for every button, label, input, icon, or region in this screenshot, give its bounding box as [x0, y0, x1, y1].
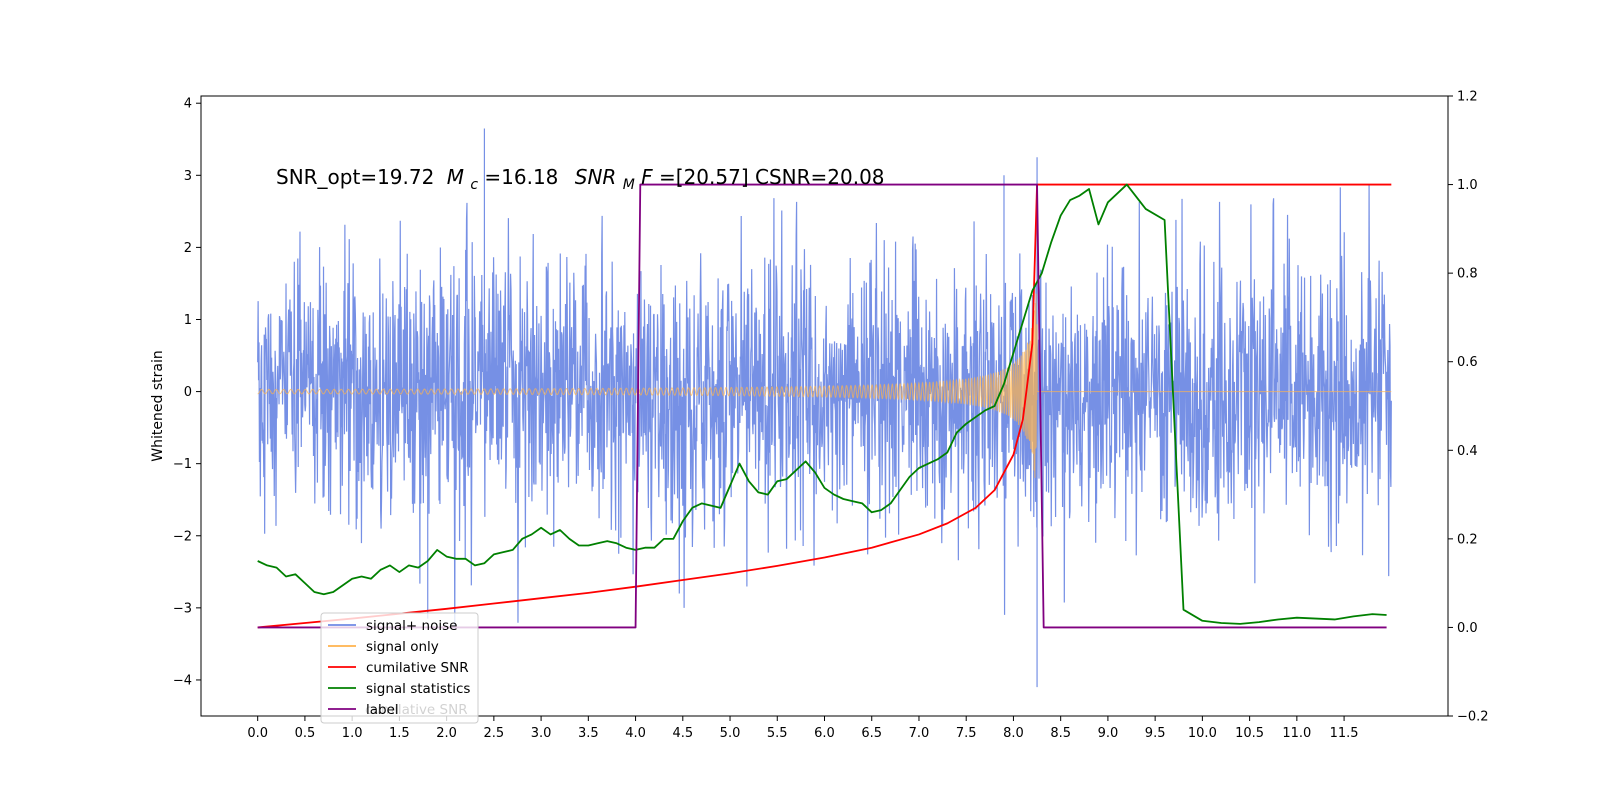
y-left-tick-label: −3 [173, 601, 192, 616]
x-tick-label: 9.5 [1145, 726, 1166, 741]
y-left-tick-label: −2 [173, 529, 192, 544]
y-right-tick-label: 0.2 [1457, 532, 1478, 547]
x-tick-label: 11.5 [1330, 726, 1359, 741]
title-snrmf-value: =[20.57] CSNR=20.08 [659, 165, 885, 189]
legend-overlap-text: cumilative SNR [365, 702, 468, 718]
x-tick-label: 1.0 [342, 726, 363, 741]
x-tick-label: 7.5 [956, 726, 977, 741]
x-tick-label: 1.5 [389, 726, 410, 741]
x-tick-label: 0.0 [247, 726, 268, 741]
y-left-tick-label: 2 [184, 241, 192, 256]
legend-entry-label: label [366, 702, 399, 718]
y-left-tick-label: −1 [173, 457, 192, 472]
x-tick-label: 0.5 [295, 726, 316, 741]
series-signal-noise [257, 128, 1392, 688]
y-right-tick-label: 1.2 [1457, 90, 1478, 105]
legend: signal+ noise signal only cumilative SNR si… [320, 612, 479, 724]
title-snrmf-symbol: SNR [575, 165, 617, 189]
y-right-tick-label: 0.8 [1457, 267, 1478, 282]
x-tick-label: 2.5 [484, 726, 505, 741]
chart-title: SNR_opt=19.72 M c =16.18 SNR M F =[20.57… [276, 165, 885, 194]
x-tick-label: 6.5 [861, 726, 882, 741]
y-left-tick-label: −4 [173, 673, 192, 688]
y-left-tick-label: 0 [184, 385, 192, 400]
x-tick-label: 6.0 [814, 726, 835, 741]
x-tick-label: 4.0 [625, 726, 646, 741]
x-tick-label: 11.0 [1282, 726, 1311, 741]
x-tick-label: 8.0 [1003, 726, 1024, 741]
y-right-tick-label: 0.4 [1457, 444, 1478, 459]
series-signal-only [257, 293, 1392, 478]
y-right-tick-label: 0.0 [1457, 621, 1478, 636]
legend-entries: signal+ noise signal only cumilative SNR si… [328, 618, 470, 718]
title-snr-opt: SNR_opt=19.72 [276, 165, 434, 189]
series-layer [257, 128, 1392, 688]
y-left-axis-ticks: −4 −3 −2 −1 0 1 2 3 4 [173, 97, 201, 688]
x-tick-label: 5.5 [767, 726, 788, 741]
y-left-tick-label: 1 [184, 313, 192, 328]
series-cumulative-snr [257, 183, 1392, 629]
legend-entry-label: signal statistics [366, 681, 470, 697]
x-tick-label: 5.0 [720, 726, 741, 741]
title-mc-symbol: M [447, 165, 464, 189]
series-label [257, 183, 1387, 629]
y-right-tick-label: 1.0 [1457, 178, 1478, 193]
y-left-tick-label: 3 [184, 169, 192, 184]
y-right-tick-label: −0.2 [1457, 710, 1489, 725]
title-snrmf-subscript: M [623, 177, 635, 193]
y-left-tick-label: 4 [184, 97, 192, 112]
legend-entry-label: signal+ noise [366, 618, 457, 634]
series-signal-statistics [257, 183, 1387, 625]
y-right-axis-ticks: −0.2 0.0 0.2 0.4 0.6 0.8 1.0 1.2 [1448, 90, 1489, 725]
x-tick-label: 2.0 [436, 726, 457, 741]
title-mc-subscript: c [470, 177, 478, 193]
x-tick-label: 3.5 [578, 726, 599, 741]
x-tick-label: 10.5 [1235, 726, 1264, 741]
title-mc-value: =16.18 [484, 165, 558, 189]
legend-entry-label: signal only [366, 639, 439, 655]
x-tick-label: 8.5 [1050, 726, 1071, 741]
legend-box [320, 612, 479, 724]
y-left-axis-label: Whitened strain [150, 350, 166, 461]
x-tick-label: 3.0 [531, 726, 552, 741]
y-right-tick-label: 0.6 [1457, 355, 1478, 370]
x-tick-label: 9.0 [1098, 726, 1119, 741]
x-tick-label: 7.0 [909, 726, 930, 741]
x-tick-label: 4.5 [672, 726, 693, 741]
legend-entry-label: cumilative SNR [366, 660, 469, 676]
x-tick-label: 10.0 [1188, 726, 1217, 741]
x-axis-ticks: 0.0 0.5 1.0 1.5 2.0 2.5 3.0 3.5 4.0 4.5 5.0 5.5 6.0 6… [247, 716, 1359, 741]
title-snrmf-tail: F [641, 165, 653, 189]
